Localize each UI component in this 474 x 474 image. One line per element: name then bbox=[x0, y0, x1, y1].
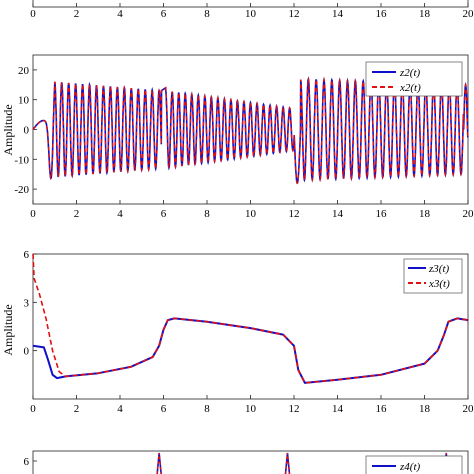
x-tick-label: 16 bbox=[376, 403, 388, 415]
x-tick-label: 10 bbox=[245, 8, 257, 20]
panel-top-partial: 0 2 4 6 8 10 12 14 16 18 20 bbox=[30, 0, 474, 20]
x-tick-label: 10 bbox=[245, 403, 257, 415]
x-tick-label: 6 bbox=[161, 208, 167, 220]
panel-z3-ticks: 0 2 4 6 8 10 12 14 16 18 20 0 3 6 bbox=[24, 249, 474, 415]
x-tick-label: 18 bbox=[419, 8, 431, 20]
panel-z3-legend: z3(t) x3(t) bbox=[403, 258, 463, 294]
x-tick-label: 14 bbox=[332, 403, 344, 415]
panel-z4-axes-box bbox=[32, 450, 469, 474]
x-tick-label: 6 bbox=[161, 8, 167, 20]
y-tick-label: 3 bbox=[24, 297, 30, 309]
panel-z3-legend-label-z3: z3(t) bbox=[428, 263, 450, 275]
series-line-x4 bbox=[284, 452, 291, 474]
panel-z4-legend-label-z4: z4(t) bbox=[399, 461, 421, 473]
panel-z3-legend-label-x3: x3(t) bbox=[428, 278, 450, 290]
x-tick-label: 6 bbox=[161, 403, 167, 415]
x-tick-label: 0 bbox=[30, 208, 36, 220]
x-tick-label: 16 bbox=[376, 8, 388, 20]
x-tick-label: 4 bbox=[117, 208, 123, 220]
x-tick-label: 18 bbox=[419, 403, 431, 415]
y-tick-label: 20 bbox=[18, 65, 30, 77]
x-tick-label: 4 bbox=[117, 403, 123, 415]
panel-z4-legend-box bbox=[365, 455, 463, 474]
x-tick-label: 8 bbox=[204, 208, 210, 220]
panel-top-x-ticks: 0 2 4 6 8 10 12 14 16 18 20 bbox=[30, 3, 474, 20]
x-tick-label: 10 bbox=[245, 208, 257, 220]
panel-z3-series bbox=[32, 253, 469, 384]
panel-z2-ylabel: Amplitude bbox=[1, 104, 15, 155]
panel-z3-axes-box bbox=[32, 253, 469, 400]
series-line-x4 bbox=[156, 452, 162, 474]
x-tick-label: 12 bbox=[289, 8, 300, 20]
panel-z4-legend: z4(t) bbox=[365, 455, 463, 474]
x-tick-label: 20 bbox=[463, 403, 474, 415]
panel-z2-ticks: 0 2 4 6 8 10 12 14 16 18 20 -20 -10 0 10 20 bbox=[14, 65, 474, 220]
x-tick-label: 8 bbox=[204, 403, 210, 415]
panel-z4-ticks: 6 bbox=[24, 456, 37, 468]
y-tick-label: 0 bbox=[24, 346, 30, 358]
panel-z2: 0 2 4 6 8 10 12 14 16 18 20 -20 -10 0 10 20 Amplitude z… bbox=[1, 54, 474, 220]
x-tick-label: 12 bbox=[289, 208, 300, 220]
panel-z3-ylabel: Amplitude bbox=[1, 304, 15, 355]
panel-z3-legend-box bbox=[403, 258, 463, 294]
x-tick-label: 4 bbox=[117, 8, 123, 20]
y-tick-label: 10 bbox=[18, 95, 30, 107]
series-line-x3 bbox=[32, 253, 469, 384]
panel-z2-legend-box bbox=[365, 61, 463, 97]
y-tick-label: -10 bbox=[14, 154, 29, 166]
y-tick-label: -20 bbox=[14, 184, 29, 196]
x-tick-label: 20 bbox=[463, 208, 474, 220]
x-tick-label: 0 bbox=[30, 8, 36, 20]
y-tick-label: 6 bbox=[24, 249, 30, 261]
y-tick-label: 6 bbox=[24, 456, 30, 468]
y-tick-label: 0 bbox=[24, 125, 30, 137]
x-tick-label: 2 bbox=[74, 403, 80, 415]
x-tick-label: 14 bbox=[332, 208, 344, 220]
panel-z2-legend: z2(t) x2(t) bbox=[365, 61, 463, 97]
panel-z4-partial: 6 z4(t) bbox=[24, 450, 469, 474]
x-tick-label: 2 bbox=[74, 8, 80, 20]
x-tick-label: 12 bbox=[289, 403, 300, 415]
x-tick-label: 16 bbox=[376, 208, 388, 220]
panel-z3: 0 2 4 6 8 10 12 14 16 18 20 0 3 6 Amplitude z3(t) x3(… bbox=[1, 249, 474, 415]
panel-z2-legend-label-z2: z2(t) bbox=[399, 67, 421, 79]
x-tick-label: 18 bbox=[419, 208, 431, 220]
panel-z2-legend-label-x2: x2(t) bbox=[399, 82, 421, 94]
x-tick-label: 0 bbox=[30, 403, 36, 415]
x-tick-label: 14 bbox=[332, 8, 344, 20]
x-tick-label: 20 bbox=[463, 8, 474, 20]
x-tick-label: 8 bbox=[204, 8, 210, 20]
x-tick-label: 2 bbox=[74, 208, 80, 220]
